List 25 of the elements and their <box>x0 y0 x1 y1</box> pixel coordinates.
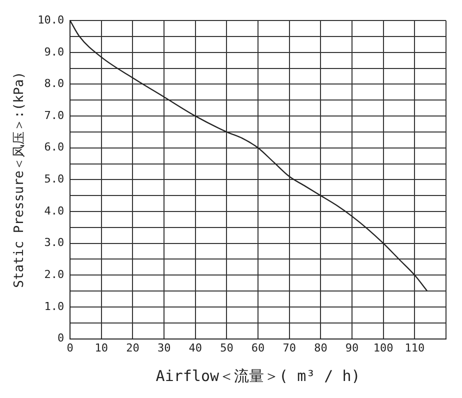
x-tick-label: 20 <box>126 341 140 354</box>
y-tick-label: 6.0 <box>44 140 64 154</box>
x-tick-label: 30 <box>157 341 171 354</box>
x-tick-label: 80 <box>314 341 328 354</box>
y-tick-label: 9.0 <box>44 45 64 58</box>
y-tick-label: 0 <box>57 332 64 345</box>
x-tick-label: 40 <box>188 341 202 354</box>
y-tick-label: 2.0 <box>44 268 64 282</box>
y-tick-label: 10.0 <box>38 13 64 26</box>
x-tick-label: 70 <box>282 341 296 354</box>
x-tick-label: 0 <box>66 341 74 354</box>
x-tick-label: 10 <box>94 341 108 354</box>
x-tick-label: 90 <box>345 341 359 354</box>
y-tick-label: 3.0 <box>44 236 64 250</box>
x-tick-label: 100 <box>373 341 394 354</box>
x-tick-label: 60 <box>251 341 265 354</box>
x-axis-title: Airflow＜流量＞( m³ / h) <box>156 366 360 385</box>
x-tick-label: 50 <box>220 341 234 354</box>
x-tick-label: 110 <box>404 341 425 354</box>
y-tick-label: 4.0 <box>44 204 64 218</box>
y-tick-label: 7.0 <box>44 108 64 122</box>
y-tick-label: 8.0 <box>44 77 64 90</box>
y-tick-label: 5.0 <box>44 172 64 186</box>
y-tick-label: 1.0 <box>44 300 64 313</box>
y-axis-title: Static Pressure＜风压＞:(kPa) <box>12 72 28 288</box>
